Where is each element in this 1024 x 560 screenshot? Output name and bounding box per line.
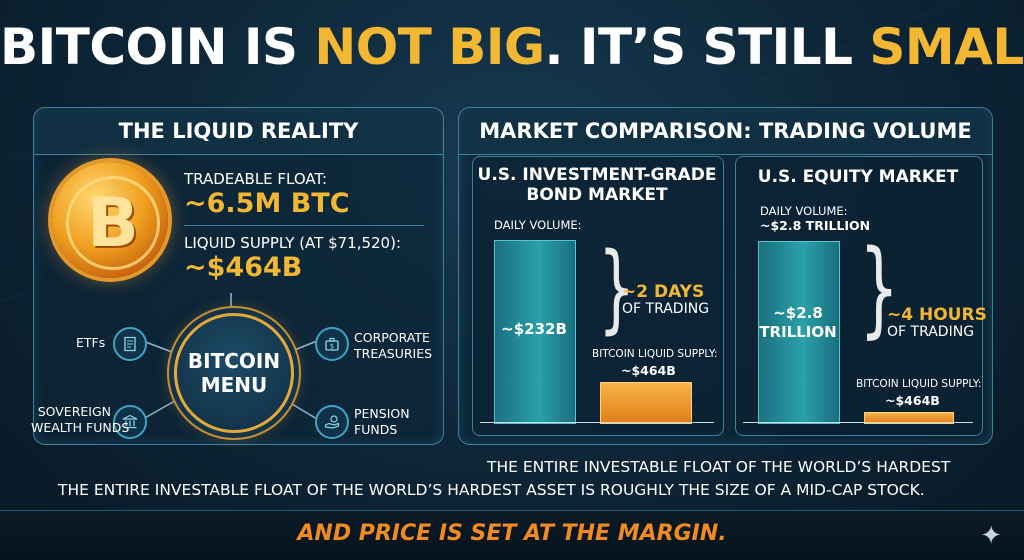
bond-btc-supply-value: ~$464B bbox=[621, 363, 676, 378]
sovereign-line-1: SOVEREIGN bbox=[37, 404, 111, 419]
bond-time-label: OF TRADING bbox=[622, 301, 710, 317]
document-dollar-icon bbox=[113, 327, 147, 361]
sparkle-icon: ✦ bbox=[980, 521, 1002, 551]
bond-title-line-2: BOND MARKET bbox=[526, 185, 668, 205]
equity-baseline bbox=[743, 422, 973, 423]
equity-bar-value-line-1: ~$2.8 bbox=[773, 304, 823, 322]
bond-btc-supply-bar bbox=[600, 382, 692, 424]
node-label-corporate: CORPORATE TREASURIES bbox=[354, 330, 432, 362]
equity-volume-bar bbox=[758, 241, 840, 424]
hand-coins-icon bbox=[315, 405, 349, 439]
bond-title-line-1: U.S. INVESTMENT-GRADE bbox=[477, 165, 717, 185]
corporate-line-2: TREASURIES bbox=[354, 346, 433, 361]
bond-market-title: U.S. INVESTMENT-GRADE BOND MARKET bbox=[472, 165, 722, 205]
connector-line bbox=[142, 397, 181, 420]
liquid-supply-value: ~$464B bbox=[184, 252, 303, 283]
node-label-etfs: ETFs bbox=[76, 335, 106, 350]
tradeable-float-value: ~6.5M BTC bbox=[184, 188, 350, 219]
briefcase-dollar-icon: $ bbox=[315, 327, 349, 361]
pension-line-2: FUNDS bbox=[354, 422, 398, 437]
bond-daily-volume-label: DAILY VOLUME: bbox=[494, 218, 582, 232]
bond-brace: } bbox=[598, 232, 635, 344]
bond-btc-supply-label: BITCOIN LIQUID SUPPLY: bbox=[592, 348, 718, 360]
sovereign-line-2: WEALTH FUNDS bbox=[31, 420, 130, 435]
corporate-line-1: CORPORATE bbox=[354, 330, 430, 345]
equity-bar-value: ~$2.8 TRILLION bbox=[758, 304, 838, 342]
equity-btc-supply-value: ~$464B bbox=[885, 393, 940, 408]
node-label-sovereign: SOVEREIGN WEALTH FUNDS bbox=[31, 404, 130, 436]
bond-time-value: ~2 DAYS bbox=[622, 282, 705, 302]
title-part-4: SMALL. bbox=[869, 18, 1024, 76]
equity-daily-volume-value: ~$2.8 TRILLION bbox=[760, 218, 871, 233]
liquid-reality-heading: THE LIQUID REALITY bbox=[34, 108, 443, 155]
equity-bar-value-line-2: TRILLION bbox=[759, 323, 837, 341]
equity-time-value: ~4 HOURS bbox=[887, 305, 987, 325]
node-label-pension: PENSION FUNDS bbox=[354, 406, 410, 438]
bitcoin-coin-icon: B bbox=[52, 162, 168, 278]
bank-icon bbox=[113, 405, 147, 439]
equity-brace: } bbox=[859, 227, 899, 349]
bond-volume-bar bbox=[494, 240, 576, 424]
title-part-1: BITCOIN IS bbox=[0, 18, 315, 76]
footer-line-2: THE ENTIRE INVESTABLE FLOAT OF THE WORLD… bbox=[58, 481, 925, 499]
footer-line-1: THE ENTIRE INVESTABLE FLOAT OF THE WORLD… bbox=[487, 458, 951, 476]
equity-btc-supply-label: BITCOIN LIQUID SUPPLY: bbox=[856, 378, 982, 390]
connector-line bbox=[142, 340, 181, 356]
bottom-banner: AND PRICE IS SET AT THE MARGIN. ✦ bbox=[0, 510, 1024, 560]
title-part-3: . IT’S STILL bbox=[544, 18, 870, 76]
market-comparison-heading: MARKET COMPARISON: TRADING VOLUME bbox=[459, 108, 992, 155]
page-title: BITCOIN IS NOT BIG. IT’S STILL SMALL. bbox=[0, 18, 1024, 76]
divider bbox=[184, 225, 424, 226]
equity-daily-volume-label: DAILY VOLUME: bbox=[760, 204, 848, 218]
title-part-2: NOT BIG bbox=[314, 18, 545, 76]
bond-baseline bbox=[480, 422, 714, 423]
bitcoin-symbol: B bbox=[66, 176, 160, 270]
bottom-banner-text: AND PRICE IS SET AT THE MARGIN. bbox=[297, 521, 727, 546]
liquid-supply-label: LIQUID SUPPLY (AT $71,520): bbox=[184, 234, 402, 252]
bitcoin-menu-hub: BITCOIN MENU bbox=[174, 313, 294, 433]
bond-bar-value: ~$232B bbox=[501, 320, 567, 338]
svg-text:$: $ bbox=[330, 343, 334, 351]
pension-line-1: PENSION bbox=[354, 406, 410, 421]
hub-line-1: BITCOIN bbox=[187, 349, 281, 373]
equity-market-title: U.S. EQUITY MARKET bbox=[757, 167, 959, 187]
equity-btc-supply-bar bbox=[864, 412, 954, 424]
hub-line-2: MENU bbox=[200, 373, 268, 397]
tradeable-float-label: TRADEABLE FLOAT: bbox=[184, 170, 328, 188]
equity-time-label: OF TRADING bbox=[887, 324, 975, 340]
connector-line bbox=[281, 397, 318, 420]
